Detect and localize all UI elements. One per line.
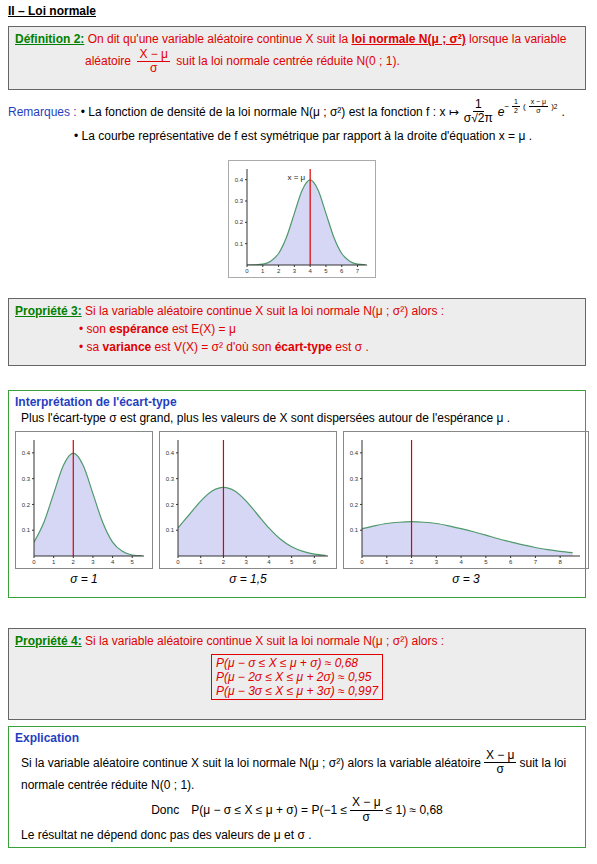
- svg-text:7: 7: [534, 559, 538, 565]
- html-text:Explication: Explication: [15, 731, 79, 745]
- html-text:Propriété 4: Si la variable al: Propriété 4: Si la variable aléatoire co…: [15, 634, 445, 648]
- svg-text:3: 3: [245, 559, 249, 565]
- svg-text:4: 4: [267, 559, 271, 565]
- svg-text:0.2: 0.2: [22, 502, 31, 508]
- html-text:suit la loi normale centrée ré: suit la loi normale centrée réduite N(0 …: [176, 53, 400, 68]
- html-text:P(μ − 2σ ≤ X ≤ μ + 2σ) ≈ 0,95: P(μ − 2σ ≤ X ≤ μ + 2σ) ≈ 0,95: [215, 670, 372, 684]
- svg-text:6: 6: [509, 559, 513, 565]
- svg-text:0.1: 0.1: [22, 527, 31, 533]
- svg-text:1: 1: [261, 268, 265, 274]
- svg-text:0: 0: [360, 559, 364, 565]
- html-text:σ = 1: σ = 1: [70, 572, 98, 586]
- html-text:• son espérance est E(X) = μ: • son espérance est E(X) = μ: [79, 322, 236, 336]
- svg-text:0.1: 0.1: [166, 527, 175, 533]
- svg-text:5: 5: [484, 559, 488, 565]
- html-text:Remarques : • La fonction de d: Remarques : • La fonction de densité de …: [8, 104, 459, 119]
- html-text:σ: σ: [496, 762, 504, 777]
- html-text:• sa variance est V(X) = σ² d': • sa variance est V(X) = σ² d'où son éca…: [79, 340, 369, 354]
- html-text:• La courbe représentative de: • La courbe représentative de f est symé…: [74, 129, 532, 144]
- svg-text:2: 2: [72, 559, 76, 565]
- html-text:≤ 1) ≈ 0,68: ≤ 1) ≈ 0,68: [385, 803, 443, 818]
- svg-text:0.3: 0.3: [166, 476, 175, 482]
- html-text:σ: σ: [150, 61, 158, 76]
- svg-text:x = μ: x = μ: [287, 173, 305, 182]
- html-text:2: 2: [514, 106, 518, 114]
- svg-text:0.1: 0.1: [235, 241, 244, 247]
- svg-text:8: 8: [559, 559, 563, 565]
- svg-text:5: 5: [131, 559, 135, 565]
- svg-text:4: 4: [111, 559, 115, 565]
- svg-text:0.2: 0.2: [235, 219, 244, 225]
- svg-text:2: 2: [277, 268, 281, 274]
- svg-text:3: 3: [435, 559, 439, 565]
- html-text:σ: σ: [362, 809, 370, 824]
- html-text:P(μ − σ ≤ X ≤ μ + σ) ≈ 0,68: P(μ − σ ≤ X ≤ μ + σ) ≈ 0,68: [215, 656, 358, 670]
- svg-text:0.3: 0.3: [235, 198, 244, 204]
- svg-text:0: 0: [245, 268, 249, 274]
- html-text:σ: σ: [536, 106, 541, 114]
- svg-text:2: 2: [222, 559, 226, 565]
- html-text:suit la loi: suit la loi: [519, 755, 567, 770]
- html-text:x − μ: x − μ: [530, 98, 547, 105]
- svg-text:1: 1: [385, 559, 389, 565]
- svg-text:0.2: 0.2: [166, 502, 175, 508]
- html-text:P(μ − 3σ ≤ X ≤ μ + 3σ) ≈ 0,997: P(μ − 3σ ≤ X ≤ μ + 3σ) ≈ 0,997: [215, 684, 379, 698]
- svg-text:5: 5: [324, 268, 328, 274]
- html-text:σ√2π e−: σ√2π e−: [463, 101, 510, 126]
- html-text:Interprétation de l'écart-type: Interprétation de l'écart-type: [15, 395, 177, 409]
- html-text:aléatoire: aléatoire: [85, 53, 131, 68]
- html-text:Le résultat ne dépend donc pas: Le résultat ne dépend donc pas des valeu…: [21, 827, 312, 842]
- svg-text:0.4: 0.4: [22, 450, 31, 456]
- svg-text:6: 6: [313, 559, 317, 565]
- svg-text:4: 4: [459, 559, 463, 565]
- html-text:II – Loi normale: II – Loi normale: [8, 4, 96, 18]
- html-text:X − μ: X − μ: [352, 795, 381, 810]
- svg-text:0: 0: [32, 559, 36, 565]
- svg-text:3: 3: [91, 559, 95, 565]
- svg-text:6: 6: [340, 268, 344, 274]
- html-text:Propriété 3: Si la variable al: Propriété 3: Si la variable aléatoire co…: [15, 304, 445, 318]
- html-text:Plus l'écart-type σ est grand,: Plus l'écart-type σ est grand, plus les …: [21, 411, 511, 425]
- html-text:P(μ − σ ≤ X ≤ μ + σ) = P(−1 ≤: P(μ − σ ≤ X ≤ μ + σ) = P(−1 ≤: [191, 803, 347, 818]
- svg-text:1: 1: [52, 559, 56, 565]
- svg-text:0: 0: [176, 559, 180, 565]
- html-text:)2 .: )2 .: [551, 101, 565, 119]
- html-text:normale centrée réduite N(0 ;: normale centrée réduite N(0 ; 1).: [21, 778, 195, 793]
- html-text:X − μ: X − μ: [139, 47, 168, 61]
- svg-text:5: 5: [290, 559, 294, 565]
- svg-text:0.3: 0.3: [22, 476, 31, 482]
- html-text:Donc: Donc: [151, 803, 180, 818]
- svg-text:0.4: 0.4: [350, 450, 359, 456]
- svg-text:0.3: 0.3: [350, 476, 359, 482]
- svg-text:7: 7: [356, 268, 360, 274]
- svg-text:0.4: 0.4: [166, 450, 175, 456]
- html-text:σ = 3: σ = 3: [452, 572, 480, 586]
- html-text:1: 1: [514, 98, 518, 105]
- svg-text:0.2: 0.2: [350, 502, 359, 508]
- html-text:1: 1: [474, 97, 482, 111]
- svg-text:2: 2: [410, 559, 414, 565]
- html-text:Définition 2: On dit qu'une va: Définition 2: On dit qu'une variable alé…: [15, 32, 567, 46]
- html-text:Si la variable aléatoire conti: Si la variable aléatoire continue X suit…: [21, 748, 515, 770]
- svg-text:3: 3: [293, 268, 297, 274]
- svg-text:4: 4: [308, 268, 312, 274]
- svg-text:1: 1: [199, 559, 203, 565]
- svg-text:0.1: 0.1: [350, 527, 359, 533]
- html-text:σ = 1,5: σ = 1,5: [229, 572, 267, 586]
- svg-text:0.4: 0.4: [235, 177, 244, 183]
